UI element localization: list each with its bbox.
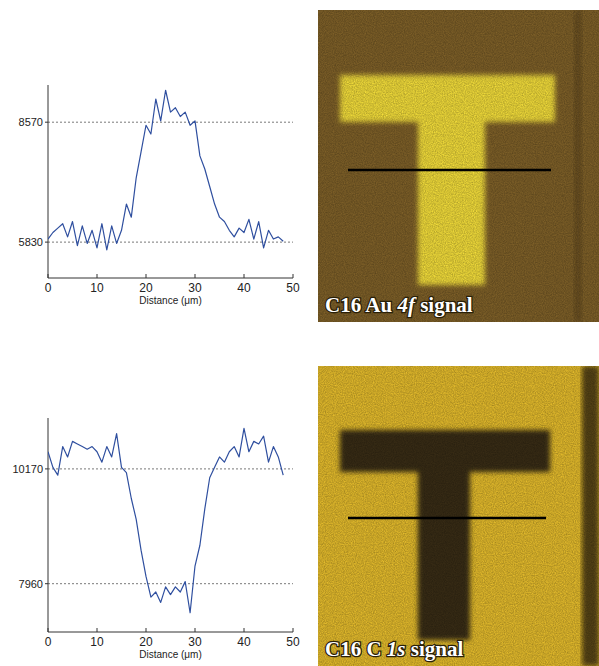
tick-mark	[293, 274, 294, 278]
tick-label: 40	[237, 635, 251, 649]
tick-mark	[146, 628, 147, 632]
axis-title: Distance (μm)	[139, 649, 201, 660]
profile-path	[348, 169, 551, 172]
plot-area	[48, 428, 283, 612]
tick-label: 20	[139, 281, 153, 295]
line-chart: 7960 10170 0 10 20 30 40 50 Distance (μm)	[12, 418, 300, 660]
axis-title: Distance (μm)	[139, 295, 201, 306]
tick-label: 50	[286, 635, 300, 649]
tick-label: 5830	[19, 236, 43, 248]
profile-line	[48, 428, 283, 612]
tick-label: 20	[139, 635, 153, 649]
y-axis	[48, 418, 49, 632]
tick-label: 10	[90, 281, 104, 295]
tick-label: 10170	[12, 463, 43, 475]
tick-label: 10	[90, 635, 104, 649]
line-chart: 5830 8570 0 10 20 30 40 50 Distance (μm)	[19, 85, 300, 306]
tick-label: 30	[188, 281, 202, 295]
tick-mark	[195, 274, 196, 278]
tick-label: 40	[237, 281, 251, 295]
x-axis	[48, 278, 293, 279]
profile-line	[48, 90, 283, 250]
grid-line	[48, 122, 293, 123]
tick-label: 30	[188, 635, 202, 649]
tick-mark	[97, 628, 98, 632]
tick-label: 50	[286, 281, 300, 295]
map-caption: C16 C 1s signal	[325, 637, 463, 661]
map-caption: C16 Au 4f signal	[325, 293, 473, 317]
x-axis	[48, 632, 293, 633]
profile-path	[348, 517, 546, 520]
tick-mark	[195, 628, 196, 632]
tick-mark	[97, 274, 98, 278]
grid-line	[48, 583, 293, 584]
grid-line	[48, 468, 293, 469]
y-axis	[48, 85, 49, 278]
tick-mark	[146, 274, 147, 278]
tick-label: 8570	[19, 116, 43, 128]
tick-label: 0	[45, 281, 52, 295]
xps-map: C16 Au 4f signal	[318, 10, 599, 322]
tick-mark	[244, 274, 245, 278]
tick-mark	[293, 628, 294, 632]
figure: 5830 8570 0 10 20 30 40 50 Distance (μm) C16 Au 4…	[0, 0, 599, 666]
tick-label: 0	[45, 635, 52, 649]
tick-label: 7960	[19, 578, 43, 590]
xps-map: C16 C 1s signal	[318, 366, 599, 666]
plot-area	[48, 90, 283, 250]
grid-line	[48, 242, 293, 243]
tick-mark	[244, 628, 245, 632]
